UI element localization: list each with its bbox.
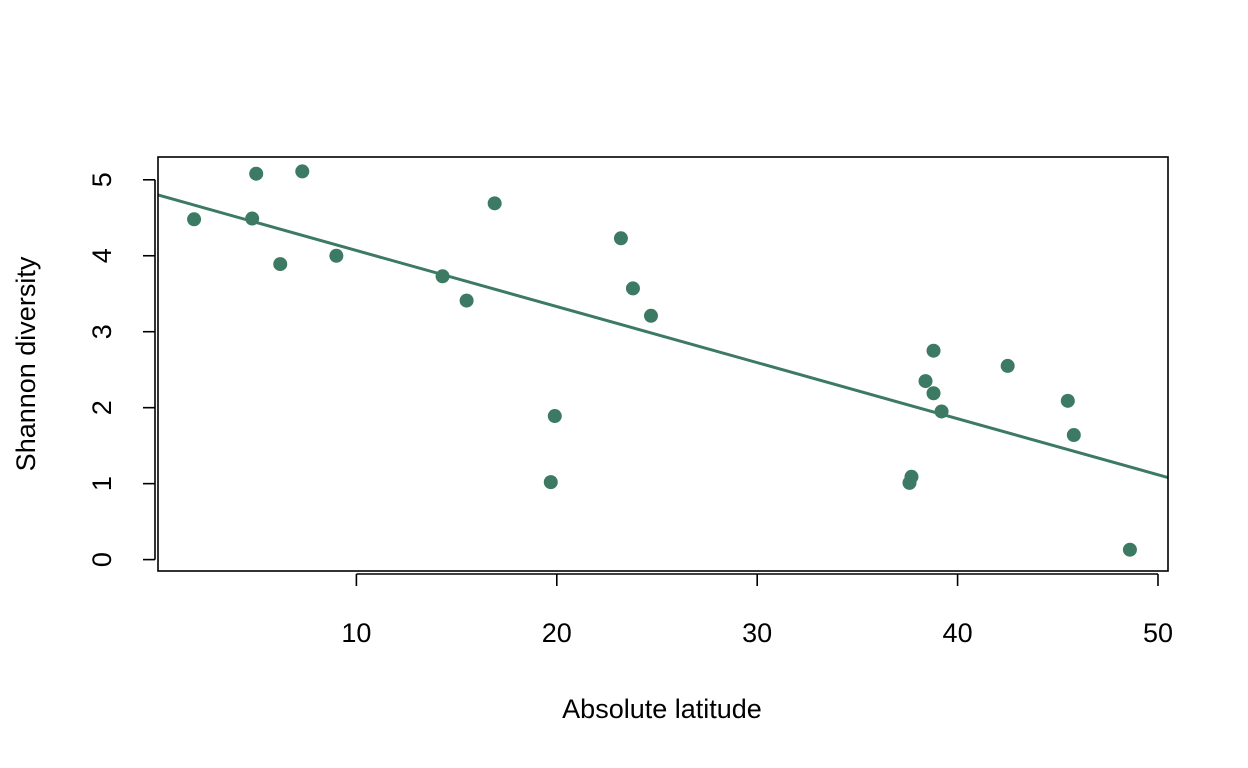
y-tick-label: 4 [87, 248, 117, 263]
data-point [918, 374, 933, 389]
data-point [187, 212, 202, 227]
x-tick-label: 10 [341, 618, 371, 648]
x-axis-label: Absolute latitude [562, 694, 762, 724]
axes-layer: 10 20 30 40 50 0 1 2 3 4 5 [87, 156, 1173, 648]
x-tick-label: 20 [542, 618, 572, 648]
data-point [926, 343, 941, 358]
data-point [487, 196, 502, 211]
data-point [643, 308, 658, 323]
data-point [329, 248, 344, 263]
y-axis-label: Shannon diversity [11, 256, 41, 471]
y-tick-label: 0 [87, 552, 117, 567]
x-tick-label: 30 [742, 618, 772, 648]
data-point [295, 164, 310, 179]
y-tick-label: 1 [87, 476, 117, 491]
data-point [1066, 428, 1081, 443]
data-point [543, 475, 558, 490]
data-point [926, 386, 941, 401]
data-point [904, 469, 919, 484]
y-tick-label: 5 [87, 172, 117, 187]
data-point [613, 231, 628, 246]
data-point [1122, 542, 1137, 557]
data-point [273, 257, 288, 272]
data-point [1000, 358, 1015, 373]
labels-layer: Absolute latitude Shannon diversity [11, 256, 762, 724]
data-point [625, 281, 640, 296]
x-tick-label: 40 [943, 618, 973, 648]
plot-layer [157, 164, 1169, 557]
y-tick-label: 2 [87, 400, 117, 415]
data-point [245, 211, 260, 226]
data-point [934, 404, 949, 419]
data-point [459, 293, 474, 308]
data-point [249, 166, 264, 181]
data-point [435, 269, 450, 284]
x-tick-label: 50 [1143, 618, 1173, 648]
plot-frame [157, 156, 1169, 572]
data-point [1060, 393, 1075, 408]
y-tick-label: 3 [87, 324, 117, 339]
regression-line [157, 193, 1169, 480]
data-point [547, 409, 562, 424]
